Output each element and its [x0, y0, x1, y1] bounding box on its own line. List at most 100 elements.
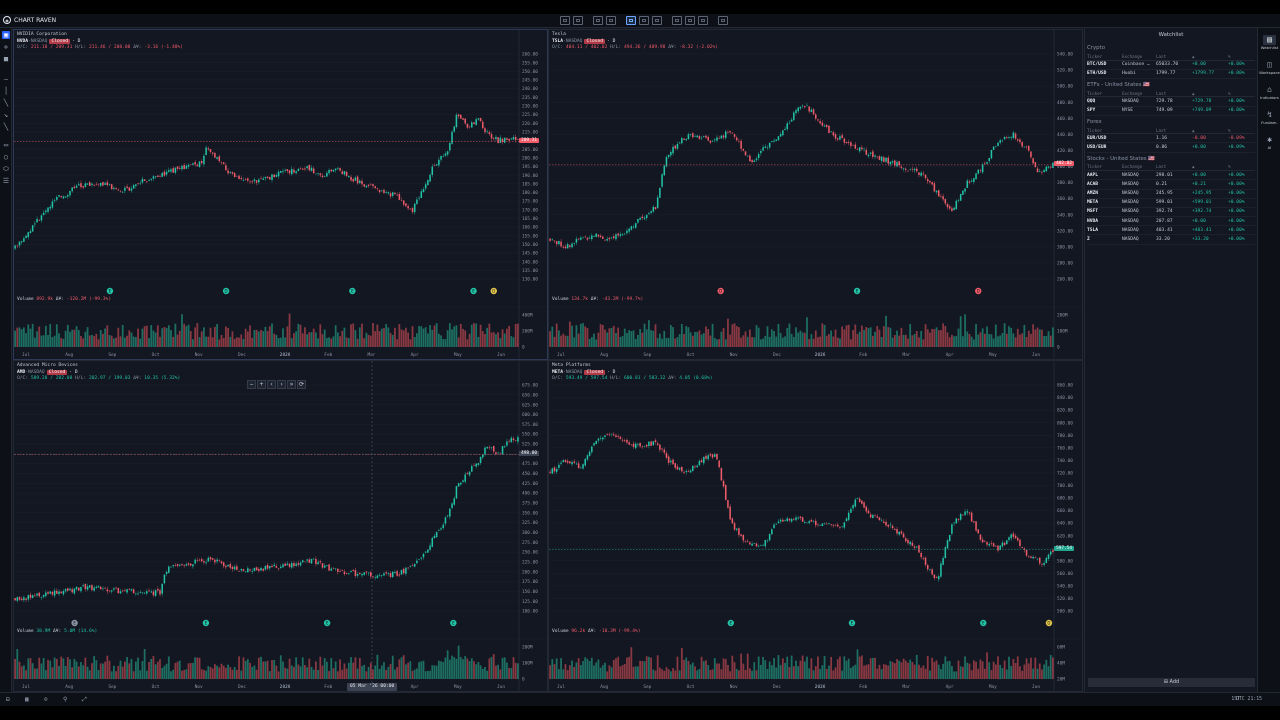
fib-tool-icon[interactable]: ☰: [2, 177, 10, 185]
event-marker[interactable]: E: [106, 287, 114, 295]
watchlist-group-title[interactable]: Stocks - United States 🇺🇸: [1087, 155, 1156, 162]
watchlist-row[interactable]: EUR/USD 1.16 -0.00 -0.09%: [1087, 133, 1255, 144]
column-header[interactable]: Exchange: [1122, 53, 1156, 61]
watchlist-group-title[interactable]: Crypto: [1087, 45, 1106, 51]
watchlist-row[interactable]: QQQ NASDAQ 729.78 +729.78 +0.00%: [1087, 96, 1255, 107]
scroll-to-end-button[interactable]: »: [287, 380, 296, 389]
sidebar-tab-workspace[interactable]: ◫ Workspace: [1258, 60, 1280, 75]
event-marker[interactable]: E: [470, 287, 477, 295]
timeframe-label[interactable]: · D: [72, 38, 81, 44]
chart-canvas[interactable]: 860.00840.00820.00800.00780.00760.00740.…: [549, 361, 1082, 691]
column-header[interactable]: ▲: [1192, 53, 1228, 61]
watchlist-row[interactable]: SPY NYSE 749.09 +749.09 +0.00%: [1087, 106, 1255, 116]
add-symbol-button[interactable]: ⊞ Add: [1088, 678, 1255, 687]
zoom-icon[interactable]: ⚲: [63, 696, 68, 703]
sidebar-tab-watchlist[interactable]: ▤ Watchlist: [1258, 35, 1280, 50]
event-marker[interactable]: D: [222, 287, 230, 295]
event-marker[interactable]: D: [1045, 619, 1053, 627]
column-header[interactable]: ▲: [1192, 163, 1228, 172]
chart-panel-meta[interactable]: 860.00 840.00 820.00 800.00 780.00 760.00 740.…: [548, 360, 1083, 692]
event-marker[interactable]: E: [853, 287, 861, 295]
zoom-in-button[interactable]: +: [257, 380, 266, 389]
symbol-label[interactable]: META: [552, 369, 564, 375]
column-header[interactable]: Exchange: [1122, 163, 1156, 172]
ray-tool-icon[interactable]: ↘: [3, 111, 9, 119]
watchlist-row[interactable]: AAPL NASDAQ 298.01 +0.00 +0.00%: [1087, 170, 1255, 181]
watchlist-row[interactable]: MSFT NASDAQ 392.74 +392.74 +0.00%: [1087, 207, 1255, 218]
timeframe-label[interactable]: · D: [607, 38, 616, 44]
chart-canvas[interactable]: 260.00255.00250.00245.00240.00235.00230.…: [14, 30, 547, 359]
vertical-line-icon[interactable]: │: [3, 87, 9, 95]
event-marker[interactable]: E: [727, 619, 734, 627]
symbol-label[interactable]: AMD: [17, 369, 26, 375]
chart-panel-amd[interactable]: 675.00 650.00 625.00 600.00 575.00 550.00 525.…: [13, 360, 548, 692]
sidebar-tab-indicators[interactable]: ⌂ Indicators: [1258, 85, 1280, 100]
panel-toggle-icon[interactable]: ⊟: [6, 696, 10, 703]
fullscreen-icon[interactable]: ⤢: [82, 696, 87, 703]
event-marker[interactable]: D: [717, 287, 724, 295]
column-header[interactable]: %: [1228, 163, 1255, 172]
layout-single-button[interactable]: [560, 16, 570, 25]
watchlist-row[interactable]: AMZN NASDAQ 245.95 +245.95 +0.00%: [1087, 189, 1255, 199]
circle-tool-icon[interactable]: ○: [3, 153, 9, 161]
layout-two-rows-button[interactable]: [573, 16, 583, 25]
event-marker[interactable]: D: [975, 287, 982, 295]
event-marker[interactable]: D: [490, 287, 497, 295]
layout-three-button[interactable]: [593, 16, 603, 25]
watchlist-row[interactable]: META NASDAQ 599.01 +599.01 +0.00%: [1087, 198, 1255, 208]
event-marker[interactable]: E: [450, 619, 457, 627]
reset-chart-button[interactable]: ⟳: [297, 380, 306, 389]
layout-six-alt-button[interactable]: [685, 16, 695, 25]
session-mode[interactable]: 1ST: [1231, 697, 1240, 702]
layout-four-alt-button[interactable]: [639, 16, 649, 25]
column-header[interactable]: Exchange: [1122, 89, 1156, 98]
symbol-label[interactable]: TSLA: [552, 38, 564, 44]
app-logo[interactable]: ◉ CHART RAVEN: [3, 16, 56, 24]
event-marker[interactable]: E: [980, 619, 987, 627]
chart-canvas[interactable]: 675.00650.00625.00600.00575.00550.00525.…: [14, 361, 547, 691]
watchlist-row[interactable]: BTC/USD Coinbase … 65033.70 +0.00 +0.00%: [1087, 60, 1255, 70]
layout-eight-button[interactable]: [698, 16, 708, 25]
marker-tool-icon[interactable]: ■: [3, 55, 9, 63]
replay-icon[interactable]: ⊙: [44, 696, 48, 703]
watchlist-row[interactable]: ETH/USD Huobi 1799.77 +1799.77 +0.00%: [1087, 69, 1255, 79]
watchlist-row[interactable]: Z NASDAQ 33.20 +33.20 +0.00%: [1087, 234, 1255, 245]
extended-line-icon[interactable]: ╲: [3, 123, 9, 131]
chart-panel-tsla[interactable]: 540.00 520.00 500.00 480.00 460.00 440.00 420.…: [548, 29, 1083, 360]
column-header[interactable]: Last: [1156, 126, 1192, 135]
watchlist-row[interactable]: ACAB NASDAQ 0.21 +0.21 +0.00%: [1087, 179, 1255, 190]
symbol-label[interactable]: NVDA: [17, 38, 29, 44]
layout-three-alt-button[interactable]: [606, 16, 616, 25]
column-header[interactable]: [1122, 126, 1156, 135]
column-header[interactable]: Last: [1156, 163, 1192, 172]
event-marker[interactable]: E: [71, 619, 78, 627]
chart-canvas[interactable]: 540.00520.00500.00480.00460.00440.00420.…: [549, 30, 1082, 359]
sidebar-tab-fundam[interactable]: ↯ Fundam.: [1258, 110, 1280, 125]
event-marker[interactable]: E: [323, 619, 331, 627]
crosshair-tool-icon[interactable]: ✛: [3, 43, 9, 51]
column-header[interactable]: Ticker: [1087, 163, 1122, 172]
rectangle-tool-icon[interactable]: ▭: [3, 141, 9, 149]
column-header[interactable]: Ticker: [1087, 89, 1122, 98]
column-header[interactable]: ▲: [1192, 89, 1228, 98]
scroll-left-button[interactable]: ‹: [267, 380, 276, 389]
column-header[interactable]: Ticker: [1087, 126, 1122, 135]
cursor-tool-icon[interactable]: ▣: [2, 31, 10, 39]
layout-nine-button[interactable]: [718, 16, 728, 25]
sidebar-tab-ai[interactable]: ✱ AI: [1258, 135, 1280, 150]
layout-four-cols-button[interactable]: [652, 16, 662, 25]
timeframe-label[interactable]: · D: [607, 369, 616, 375]
event-marker[interactable]: E: [202, 619, 210, 627]
horizontal-line-icon[interactable]: —: [3, 75, 9, 83]
watchlist-row[interactable]: NVDA NASDAQ 207.87 +0.00 +0.00%: [1087, 216, 1255, 227]
column-header[interactable]: Last: [1156, 89, 1192, 98]
column-header[interactable]: Last: [1156, 53, 1192, 61]
chart-panel-nvda[interactable]: 260.00 255.00 250.00 245.00 240.00 235.00 230.…: [13, 29, 548, 360]
layout-six-button[interactable]: [672, 16, 682, 25]
column-header[interactable]: Ticker: [1087, 53, 1122, 61]
column-header[interactable]: %: [1228, 89, 1255, 98]
zoom-out-button[interactable]: −: [247, 380, 256, 389]
ellipse-tool-icon[interactable]: ⬭: [3, 165, 9, 173]
event-marker[interactable]: E: [848, 619, 856, 627]
column-header[interactable]: %: [1228, 53, 1255, 61]
